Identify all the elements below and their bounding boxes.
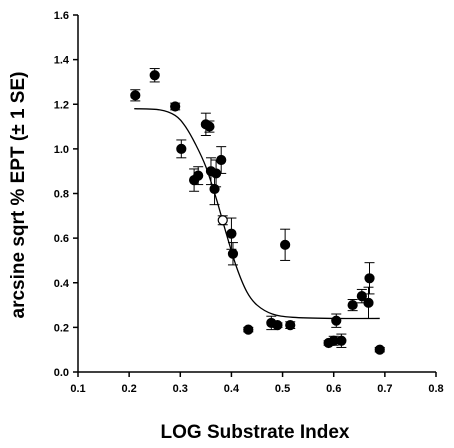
data-point	[364, 262, 375, 295]
point-marker	[217, 215, 228, 226]
point-marker	[331, 315, 342, 326]
point-marker	[209, 183, 220, 195]
data-point	[193, 166, 204, 186]
y-tick-label: 1.2	[54, 99, 69, 111]
data-points	[130, 68, 385, 355]
point-marker	[170, 101, 181, 112]
point-marker	[364, 273, 375, 284]
point-marker	[336, 335, 347, 346]
data-point	[374, 344, 385, 355]
y-tick-label: 0.2	[54, 322, 69, 334]
data-point	[280, 228, 291, 261]
point-marker	[204, 121, 215, 132]
data-point	[336, 333, 347, 348]
data-point	[170, 101, 181, 112]
data-point	[130, 89, 141, 102]
data-point	[347, 298, 358, 312]
point-marker	[374, 344, 385, 355]
data-point	[272, 320, 283, 331]
data-point	[226, 217, 237, 250]
data-point	[149, 68, 160, 83]
x-tick-label: 0.6	[326, 383, 341, 395]
point-marker	[272, 320, 283, 331]
y-tick-label: 0.4	[54, 278, 70, 290]
y-tick-label: 0.8	[54, 189, 69, 201]
data-point	[285, 320, 296, 331]
y-tick-label: 0.0	[54, 367, 69, 379]
y-axis-title: arcsine sqrt % EPT (± 1 SE)	[8, 72, 29, 319]
point-marker	[226, 228, 237, 239]
point-marker	[363, 297, 374, 308]
x-ticks: 0.1 0.2 0.3 0.4 0.5 0.6 0.7 0.8	[70, 372, 444, 395]
data-point	[331, 313, 342, 328]
x-tick-label: 0.4	[224, 383, 240, 395]
point-marker	[243, 324, 254, 335]
point-marker	[130, 90, 141, 101]
point-marker	[280, 239, 291, 250]
fitted-curve	[134, 108, 380, 320]
point-marker	[285, 320, 296, 331]
y-tick-label: 1.6	[54, 10, 69, 22]
x-tick-label: 0.7	[377, 383, 392, 395]
data-point	[176, 139, 187, 159]
x-tick-label: 0.8	[428, 383, 443, 395]
x-axis-title: LOG Substrate Index	[161, 422, 350, 443]
data-point	[356, 288, 367, 304]
y-tick-label: 1.4	[54, 55, 70, 67]
data-point	[328, 335, 339, 346]
x-tick-label: 0.1	[70, 383, 85, 395]
x-tick-label: 0.2	[121, 383, 136, 395]
data-point	[204, 120, 215, 133]
point-marker	[227, 248, 239, 259]
data-point	[363, 286, 374, 319]
point-marker	[176, 143, 187, 154]
point-marker	[347, 299, 358, 311]
point-marker	[149, 70, 160, 81]
data-point	[217, 215, 228, 226]
point-marker	[193, 170, 204, 181]
data-point	[243, 324, 254, 335]
y-tick-label: 0.6	[54, 233, 69, 245]
point-marker	[216, 154, 227, 166]
data-point	[216, 146, 227, 174]
point-marker	[356, 291, 367, 302]
y-ticks: 0.0 0.2 0.4 0.6 0.8 1.0 1.2 1.4 1.6	[54, 10, 78, 379]
data-point	[227, 242, 239, 266]
y-tick-label: 1.0	[54, 144, 69, 156]
x-tick-label: 0.5	[275, 383, 290, 395]
x-tick-label: 0.3	[173, 383, 188, 395]
